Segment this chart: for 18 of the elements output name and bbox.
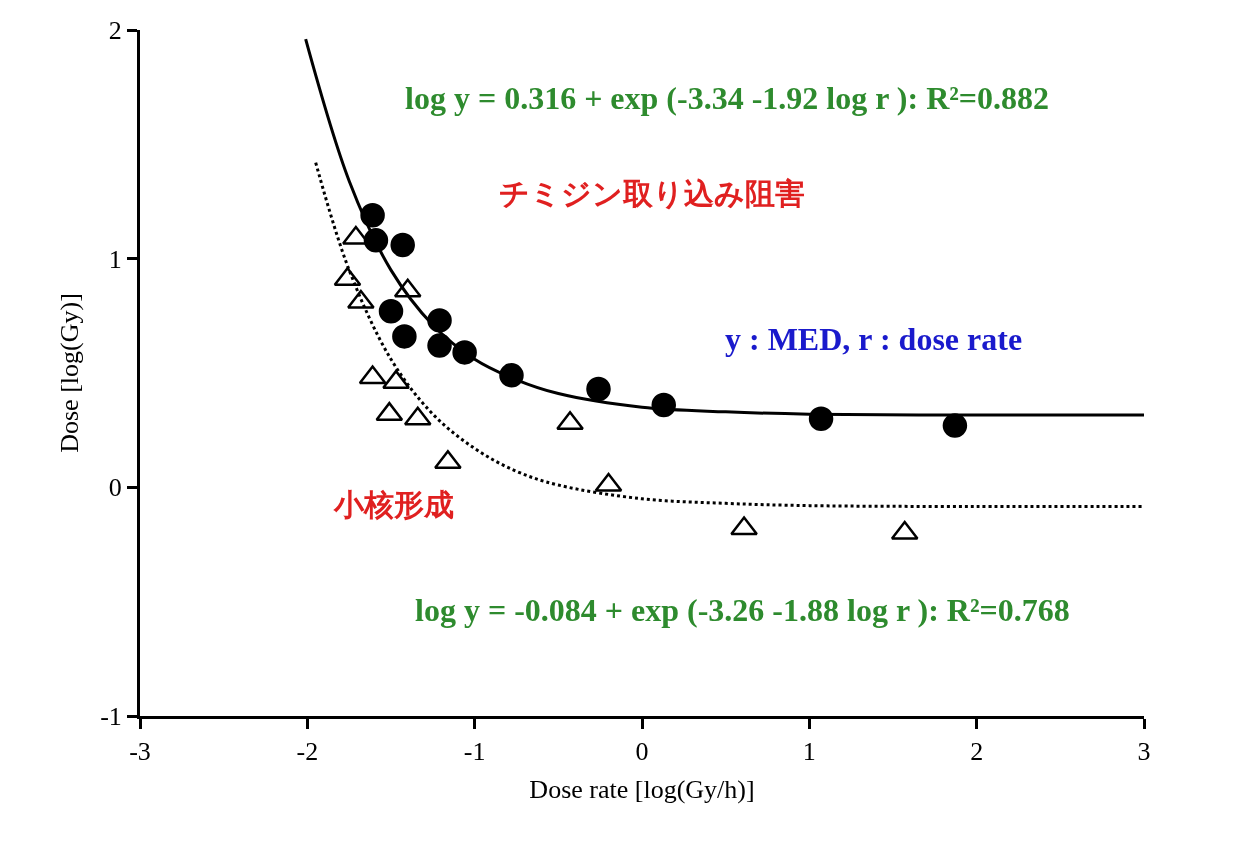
annotation: チミジン取り込み阻害 bbox=[499, 176, 805, 211]
x-axis-title: Dose rate [log(Gy/h)] bbox=[529, 774, 755, 804]
y-tick-label: 0 bbox=[108, 473, 122, 503]
x-tick-label: 3 bbox=[1137, 737, 1151, 767]
annotation: 小核形成 bbox=[333, 487, 454, 522]
y-tick-label: -1 bbox=[100, 702, 122, 732]
x-tick-label: -1 bbox=[463, 737, 486, 767]
annotation: log y = -0.084 + exp (-3.26 -1.88 log r ): R²=0.768 bbox=[415, 592, 1070, 628]
x-tick-label: 0 bbox=[635, 737, 649, 767]
x-tick-label: 2 bbox=[970, 737, 984, 767]
annotation: log y = 0.316 + exp (-3.34 -1.92 log r ): R²=0.882 bbox=[405, 80, 1050, 116]
x-tick-label: -2 bbox=[296, 737, 319, 767]
x-tick-label: -3 bbox=[129, 737, 151, 767]
y-tick-label: 2 bbox=[108, 16, 122, 46]
x-tick-label: 1 bbox=[802, 737, 816, 767]
y-tick-label: 1 bbox=[108, 244, 122, 274]
y-axis-title: Dose [log(Gy)] bbox=[54, 293, 84, 453]
annotation: y : MED, r : dose rate bbox=[725, 321, 1023, 357]
